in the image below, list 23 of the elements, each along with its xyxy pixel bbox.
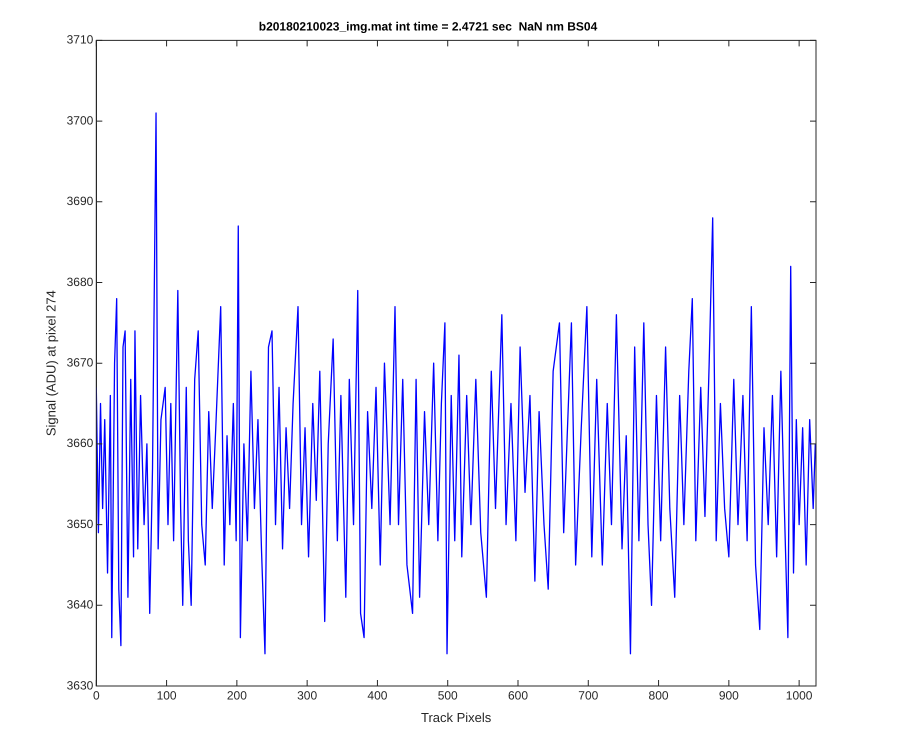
- x-axis-title: Track Pixels: [420, 710, 492, 725]
- x-tick-label: 300: [297, 688, 318, 703]
- y-tick-label: 3640: [66, 598, 94, 612]
- y-tick-label: 3710: [66, 32, 94, 47]
- x-tick-label: 200: [226, 688, 248, 703]
- y-tick-label: 3630: [66, 678, 94, 692]
- y-axis-title: Signal (ADU) at pixel 274: [43, 290, 58, 436]
- y-tick-label: 3690: [66, 194, 94, 208]
- chart-title: b20180210023_img.mat int time = 2.4721 sec NaN nm BS04: [258, 20, 598, 34]
- x-tick-label: 0: [92, 688, 100, 703]
- y-tick-label: 3670: [66, 356, 94, 370]
- y-tick-label: 3680: [66, 274, 94, 289]
- x-tick-label: 900: [718, 688, 740, 703]
- x-tick-label: 700: [578, 688, 599, 703]
- x-tick-label: 800: [648, 688, 669, 703]
- y-tick-label: 3660: [66, 436, 94, 450]
- x-tick-label: 1000: [786, 688, 813, 703]
- x-tick-label: 100: [156, 688, 177, 703]
- x-tick-label: 400: [367, 688, 388, 703]
- y-tick-label: 3700: [66, 113, 94, 128]
- x-tick-label: 600: [508, 688, 528, 703]
- y-tick-label: 3650: [66, 516, 94, 531]
- x-tick-label: 500: [438, 688, 458, 703]
